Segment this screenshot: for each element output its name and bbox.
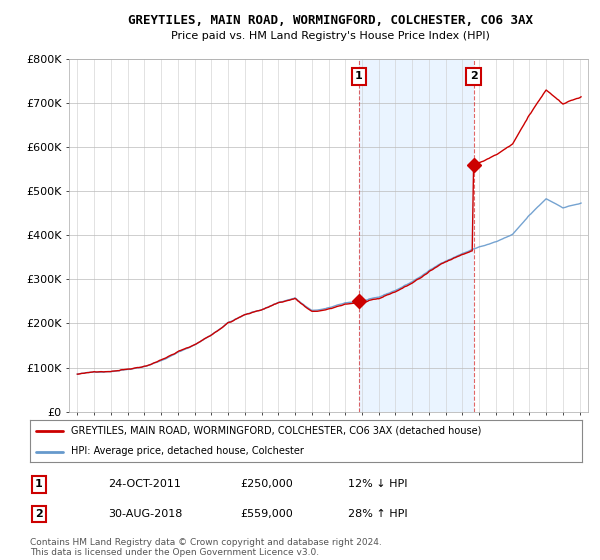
Text: GREYTILES, MAIN ROAD, WORMINGFORD, COLCHESTER, CO6 3AX (detached house): GREYTILES, MAIN ROAD, WORMINGFORD, COLCH…	[71, 426, 482, 436]
Text: 2: 2	[470, 72, 478, 81]
Text: HPI: Average price, detached house, Colchester: HPI: Average price, detached house, Colc…	[71, 446, 304, 456]
Text: Price paid vs. HM Land Registry's House Price Index (HPI): Price paid vs. HM Land Registry's House …	[170, 31, 490, 41]
Text: 2: 2	[35, 509, 43, 519]
Text: 12% ↓ HPI: 12% ↓ HPI	[348, 479, 407, 489]
Text: 1: 1	[35, 479, 43, 489]
Text: Contains HM Land Registry data © Crown copyright and database right 2024.
This d: Contains HM Land Registry data © Crown c…	[30, 538, 382, 557]
Text: £250,000: £250,000	[240, 479, 293, 489]
Text: 1: 1	[355, 72, 363, 81]
Text: GREYTILES, MAIN ROAD, WORMINGFORD, COLCHESTER, CO6 3AX: GREYTILES, MAIN ROAD, WORMINGFORD, COLCH…	[128, 14, 533, 27]
Text: £559,000: £559,000	[240, 509, 293, 519]
Text: 24-OCT-2011: 24-OCT-2011	[108, 479, 181, 489]
Text: 28% ↑ HPI: 28% ↑ HPI	[348, 509, 407, 519]
Bar	[359, 59, 473, 412]
Text: 30-AUG-2018: 30-AUG-2018	[108, 509, 182, 519]
